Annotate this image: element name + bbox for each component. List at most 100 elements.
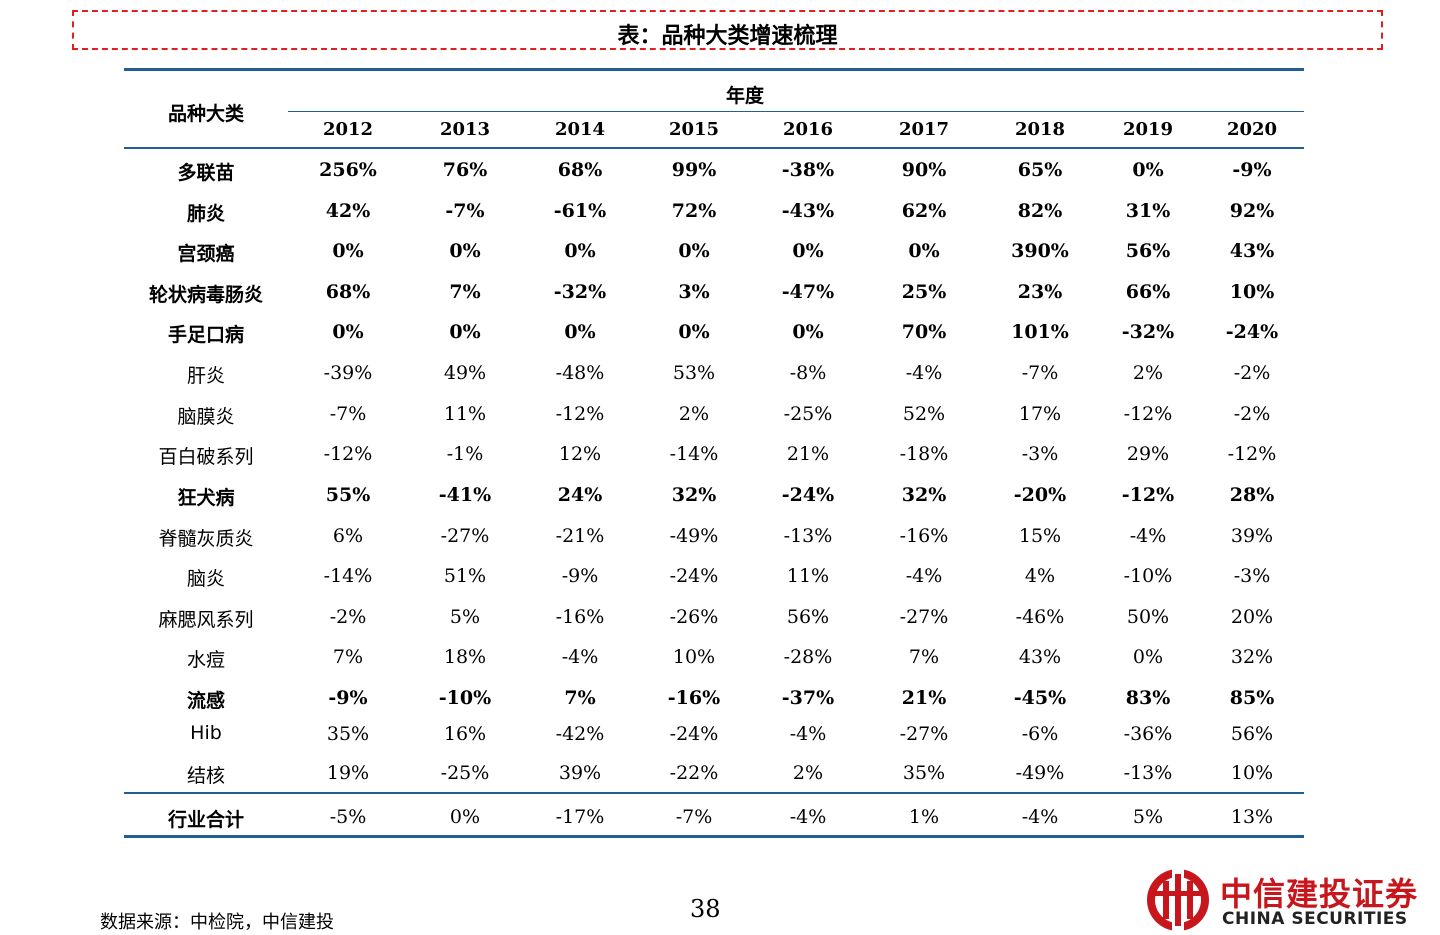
table-cell: -2% bbox=[1233, 362, 1271, 384]
category-name: 百白破系列 bbox=[158, 446, 254, 468]
category-name: Hib bbox=[190, 722, 222, 744]
table-cell: -16% bbox=[555, 606, 605, 628]
china-securities-logo: 中信建投证券 CHINA SECURITIES bbox=[1142, 865, 1440, 935]
category-name: 流感 bbox=[186, 690, 225, 712]
table-cell: -16% bbox=[667, 687, 721, 709]
table-cell: -49% bbox=[669, 525, 719, 547]
table-cell: 56% bbox=[1125, 240, 1171, 262]
table-cell: -27% bbox=[899, 723, 949, 745]
year-header-2013: 2013 bbox=[439, 119, 491, 140]
table-cell: -39% bbox=[323, 362, 373, 384]
table-cell: -6% bbox=[1021, 723, 1059, 745]
table-cell: 390% bbox=[1011, 240, 1069, 262]
table-cell: 16% bbox=[443, 723, 487, 745]
table-cell: 32% bbox=[671, 484, 717, 506]
table-cell: 29% bbox=[1126, 443, 1170, 465]
table-cell: 21% bbox=[901, 687, 947, 709]
table-cell: -22% bbox=[669, 762, 719, 784]
table-cell: -3% bbox=[1233, 565, 1271, 587]
table-cell: -9% bbox=[1232, 159, 1272, 181]
table-cell: -37% bbox=[781, 687, 835, 709]
year-header-2015: 2015 bbox=[668, 119, 720, 140]
table-cell: 0% bbox=[564, 240, 596, 262]
category-name: 肺炎 bbox=[186, 203, 225, 225]
total-cell: -4% bbox=[1021, 806, 1059, 828]
page-number: 38 bbox=[690, 895, 721, 923]
table-cell: 0% bbox=[449, 240, 481, 262]
table-cell: 2% bbox=[792, 762, 824, 784]
table-cell: -36% bbox=[1123, 723, 1173, 745]
table-cell: -12% bbox=[1123, 403, 1173, 425]
table-cell: 3% bbox=[678, 281, 710, 303]
table-cell: 39% bbox=[1230, 525, 1274, 547]
table-cell: 2% bbox=[1132, 362, 1164, 384]
total-cell: -5% bbox=[329, 806, 367, 828]
category-name: 结核 bbox=[186, 765, 225, 787]
category-name: 多联苗 bbox=[177, 162, 235, 184]
table-cell: 35% bbox=[902, 762, 946, 784]
total-cell: 0% bbox=[449, 806, 481, 828]
year-header-2014: 2014 bbox=[554, 119, 606, 140]
category-name: 水痘 bbox=[186, 649, 225, 671]
table-bottom-rule bbox=[124, 835, 1304, 838]
title-box: 表：品种大类增速梳理 bbox=[72, 10, 1383, 50]
table-cell: 0% bbox=[332, 321, 364, 343]
header-bottom-rule bbox=[124, 147, 1304, 149]
table-cell: 39% bbox=[558, 762, 602, 784]
table-cell: 32% bbox=[1230, 646, 1274, 668]
table-cell: 65% bbox=[1017, 159, 1063, 181]
table-cell: 4% bbox=[1024, 565, 1056, 587]
table-cell: 76% bbox=[442, 159, 488, 181]
total-cell: -17% bbox=[555, 806, 605, 828]
table-cell: -26% bbox=[669, 606, 719, 628]
table-cell: 0% bbox=[1132, 159, 1164, 181]
table-cell: 101% bbox=[1011, 321, 1069, 343]
table-cell: 7% bbox=[564, 687, 596, 709]
table-cell: -47% bbox=[781, 281, 835, 303]
year-group-header: 年度 bbox=[725, 85, 764, 107]
year-header-2016: 2016 bbox=[782, 119, 834, 140]
table-cell: -43% bbox=[781, 200, 835, 222]
table-cell: -1% bbox=[446, 443, 484, 465]
table-cell: 0% bbox=[908, 240, 940, 262]
table-cell: 256% bbox=[319, 159, 377, 181]
table-cell: 62% bbox=[901, 200, 947, 222]
table-cell: 66% bbox=[1125, 281, 1171, 303]
table-cell: -13% bbox=[783, 525, 833, 547]
table-cell: -27% bbox=[440, 525, 490, 547]
table-cell: 7% bbox=[332, 646, 364, 668]
total-cell: 1% bbox=[908, 806, 940, 828]
table-cell: 28% bbox=[1229, 484, 1275, 506]
table-cell: 55% bbox=[325, 484, 371, 506]
category-name: 轮状病毒肠炎 bbox=[148, 284, 263, 306]
table-cell: -24% bbox=[669, 565, 719, 587]
table-cell: -25% bbox=[440, 762, 490, 784]
table-cell: -32% bbox=[1121, 321, 1175, 343]
table-cell: 5% bbox=[449, 606, 481, 628]
table-cell: -4% bbox=[1129, 525, 1167, 547]
table-cell: 18% bbox=[443, 646, 487, 668]
table-cell: 24% bbox=[557, 484, 603, 506]
table-cell: 56% bbox=[1230, 723, 1274, 745]
year-header-2012: 2012 bbox=[322, 119, 374, 140]
table-cell: 21% bbox=[786, 443, 830, 465]
table-cell: 0% bbox=[449, 321, 481, 343]
year-header-2018: 2018 bbox=[1014, 119, 1066, 140]
table-cell: -46% bbox=[1015, 606, 1065, 628]
table-cell: -14% bbox=[323, 565, 373, 587]
table-cell: -9% bbox=[561, 565, 599, 587]
total-cell: -7% bbox=[675, 806, 713, 828]
table-cell: -38% bbox=[781, 159, 835, 181]
table-cell: 42% bbox=[325, 200, 371, 222]
table-cell: 51% bbox=[443, 565, 487, 587]
table-cell: 90% bbox=[901, 159, 947, 181]
table-cell: 0% bbox=[792, 240, 824, 262]
table-cell: 11% bbox=[786, 565, 830, 587]
category-name: 手足口病 bbox=[167, 324, 244, 346]
category-name: 脊髓灰质炎 bbox=[158, 528, 254, 550]
table-cell: 43% bbox=[1229, 240, 1275, 262]
table-cell: 31% bbox=[1125, 200, 1171, 222]
table-cell: 68% bbox=[325, 281, 371, 303]
table-cell: 25% bbox=[901, 281, 947, 303]
table-cell: 92% bbox=[1229, 200, 1275, 222]
